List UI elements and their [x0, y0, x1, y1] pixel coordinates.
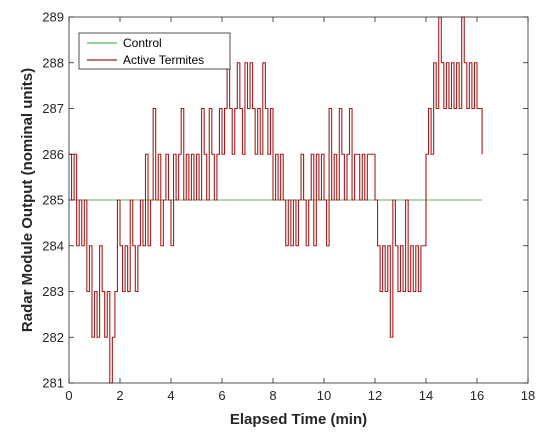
- y-tick-label: 289: [42, 10, 64, 25]
- legend: Control Active Termites: [78, 32, 231, 70]
- y-tick-label: 288: [42, 55, 64, 70]
- x-tick-label: 8: [269, 388, 276, 403]
- y-tick-label: 284: [42, 238, 64, 253]
- series-layer: [69, 16, 483, 384]
- x-tick-label: 4: [167, 388, 174, 403]
- y-tick-label: 285: [42, 193, 64, 208]
- x-tick-label: 10: [317, 388, 331, 403]
- y-tick-label: 283: [42, 284, 64, 299]
- x-tick-label: 18: [521, 388, 535, 403]
- x-tick-label: 14: [419, 388, 433, 403]
- x-tick-label: 2: [116, 388, 123, 403]
- legend-box: [78, 32, 231, 70]
- x-tick-label: 12: [368, 388, 382, 403]
- ticks-layer: [68, 16, 529, 384]
- legend-label-active-termites: Active Termites: [123, 53, 204, 67]
- x-tick-labels: 0 2 4 6 8 10 12 14 16 18: [65, 388, 535, 403]
- x-tick-label: 16: [470, 388, 484, 403]
- y-axis-label: Radar Module Output (nominal units): [19, 68, 36, 332]
- x-axis-label: Elapsed Time (min): [230, 411, 367, 428]
- y-tick-label: 286: [42, 147, 64, 162]
- x-tick-label: 6: [218, 388, 225, 403]
- x-tick-label: 0: [65, 388, 72, 403]
- y-tick-label: 281: [42, 376, 64, 391]
- legend-label-control: Control: [123, 36, 162, 50]
- series-line-active-termites: [69, 16, 483, 384]
- y-tick-labels: 281 282 283 284 285 286 287 288 289: [42, 10, 64, 391]
- y-tick-label: 287: [42, 101, 64, 116]
- y-tick-label: 282: [42, 330, 64, 345]
